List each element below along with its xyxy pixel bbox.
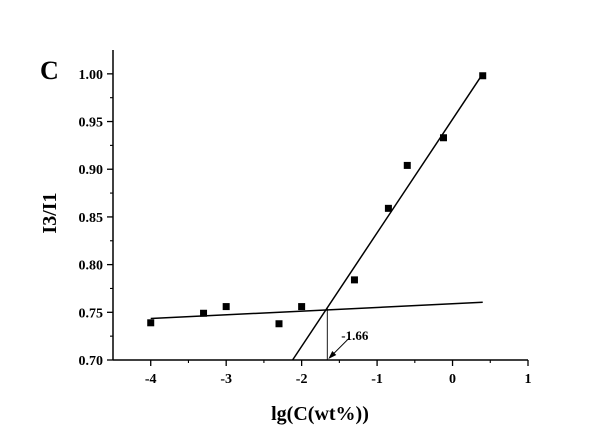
data-points <box>147 72 487 328</box>
data-point <box>275 320 283 328</box>
fit-line <box>291 73 484 361</box>
x-axis-title: lg(C(wt%)) <box>271 403 369 425</box>
data-point <box>147 319 155 327</box>
x-tick-label: -3 <box>220 372 232 387</box>
y-tick-label: 0.90 <box>79 163 104 178</box>
panel-label: C <box>40 56 59 85</box>
y-tick-label: 0.85 <box>79 211 104 226</box>
annotation: -1.66 <box>326 308 369 360</box>
data-point <box>350 276 358 284</box>
annotation-label: -1.66 <box>341 328 369 343</box>
data-point <box>222 303 230 311</box>
x-tick-label: -4 <box>145 372 157 387</box>
y-tick-label: 0.95 <box>79 116 104 131</box>
fit-lines <box>150 73 484 361</box>
data-point <box>200 309 208 317</box>
y-tick-label: 0.75 <box>79 306 104 321</box>
x-tick-label: -1 <box>371 372 383 387</box>
data-point <box>439 134 447 142</box>
y-axis-ticks: 0.70 0.75 0.80 0.85 0.90 0.95 1.00 <box>79 68 113 369</box>
annotation-arrowhead <box>328 351 337 359</box>
data-point <box>298 303 306 311</box>
data-point <box>403 161 411 169</box>
data-point <box>479 72 487 80</box>
y-tick-label: 1.00 <box>79 68 104 83</box>
y-tick-label: 0.70 <box>79 354 104 369</box>
x-tick-label: 1 <box>525 372 532 387</box>
y-axis-title: I3/I1 <box>39 192 61 233</box>
x-tick-label: -2 <box>296 372 308 387</box>
x-tick-label: 0 <box>449 372 456 387</box>
axes <box>112 50 528 361</box>
data-point <box>384 204 392 212</box>
x-axis-ticks: -4 -3 -2 -1 0 1 <box>145 360 532 387</box>
y-tick-label: 0.80 <box>79 259 104 274</box>
